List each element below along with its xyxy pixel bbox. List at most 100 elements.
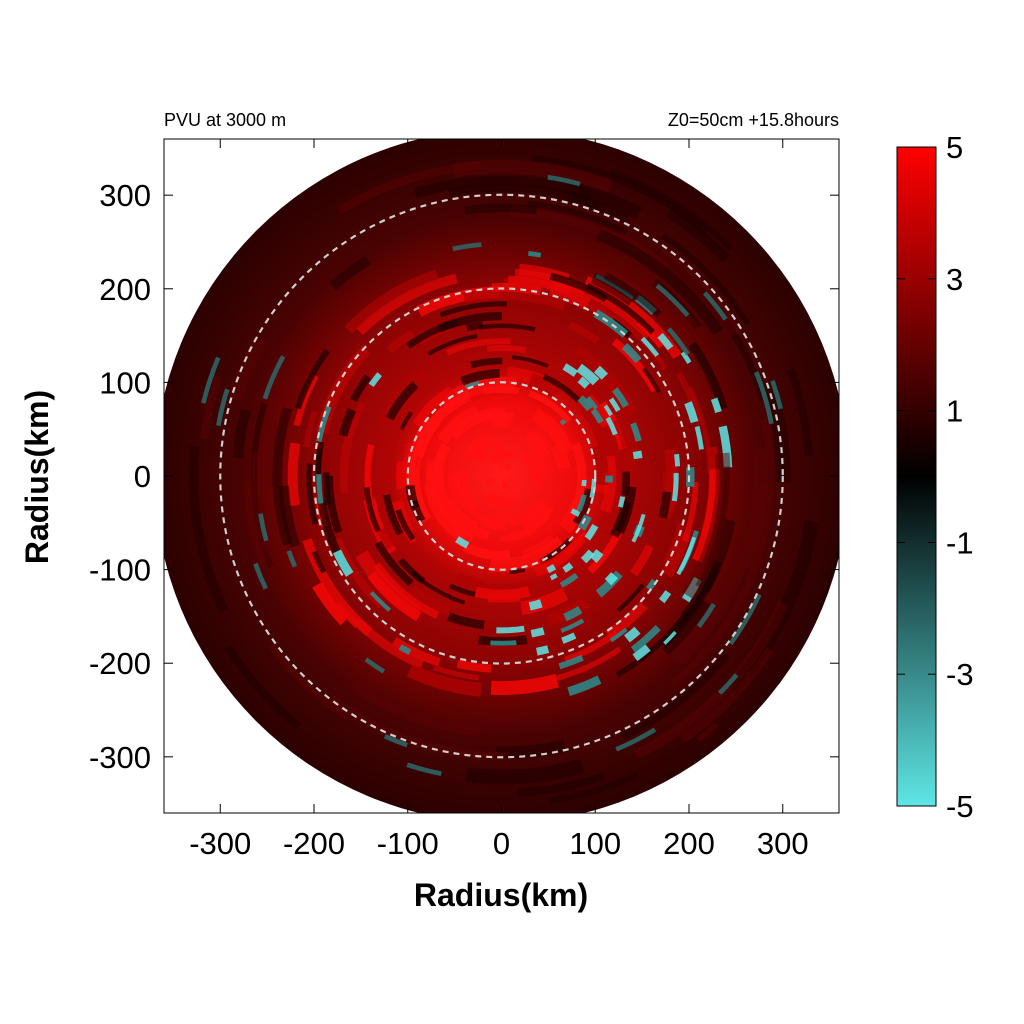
field-patch: [521, 446, 545, 483]
field-patch: [448, 407, 505, 440]
field-patch: [562, 363, 579, 377]
field-patch: [658, 590, 672, 604]
field-patch: [586, 283, 656, 335]
field-patch: [496, 625, 525, 634]
field-patch: [312, 581, 349, 626]
field-patch: [676, 536, 697, 576]
field-patch: [591, 443, 609, 486]
colorbar-tick-label: 3: [946, 262, 963, 297]
y-axis-title: Radius(km): [19, 390, 55, 564]
field-patch: [504, 463, 513, 472]
y-axis: 300 200 100 0 -100 -200 -300: [89, 178, 839, 775]
field-patch: [265, 422, 285, 488]
field-patch: [818, 405, 839, 611]
field-patch: [681, 518, 736, 621]
colorbar-tick-label: -3: [946, 657, 974, 692]
field-patch: [435, 470, 454, 514]
field-patch: [535, 453, 550, 475]
field-patch: [406, 664, 482, 697]
field-patch: [490, 640, 517, 646]
field-patch: [567, 193, 630, 223]
field-patch: [507, 477, 516, 485]
field-patch: [642, 367, 661, 394]
x-axis: -300 -200 -100 0 100 200 300: [189, 139, 809, 861]
field-patch: [604, 572, 619, 586]
field-patch: [502, 483, 507, 491]
field-patch: [520, 587, 569, 615]
colorbar-tick-label: -5: [946, 789, 974, 824]
x-tick-label: 100: [569, 826, 621, 861]
field-patch: [200, 374, 223, 439]
field-patch: [251, 452, 274, 552]
field-patch: [527, 200, 628, 237]
field-patch: [369, 591, 392, 612]
reference-circles: [219, 193, 784, 759]
field-patch: [267, 642, 349, 720]
field-patch: [612, 417, 637, 474]
field-patch: [749, 417, 775, 572]
field-patch: [287, 442, 301, 507]
field-patch: [368, 372, 383, 388]
field-patch: [661, 233, 751, 326]
field-patch: [364, 487, 381, 533]
field-patch: [605, 416, 618, 436]
reference-circle: [312, 287, 691, 665]
field-patch: [666, 207, 731, 263]
field-patch: [572, 488, 594, 526]
field-patch: [293, 374, 319, 427]
field-patch: [356, 273, 458, 336]
field-patch: [395, 509, 416, 542]
field-patch: [470, 525, 490, 541]
field-patch: [655, 246, 742, 337]
field-patch: [666, 327, 691, 356]
field-patch: [645, 578, 658, 591]
field-patch: [278, 485, 301, 549]
field-patch: [253, 562, 268, 590]
field-patch: [489, 509, 518, 524]
field-patch: [559, 572, 579, 588]
field-patch: [548, 283, 591, 311]
field-patch: [609, 169, 734, 252]
field-patch: [386, 329, 416, 354]
field-patch: [491, 283, 542, 296]
x-tick-label: -100: [377, 826, 439, 861]
field-patch: [560, 618, 585, 633]
field-patch: [530, 155, 710, 236]
y-tick-label: 300: [99, 178, 151, 213]
field-patch: [680, 351, 692, 364]
field-patch: [350, 374, 372, 403]
field-patch: [464, 380, 480, 389]
field-patch: [484, 491, 505, 506]
field-patch: [562, 562, 574, 573]
field-patch: [621, 342, 642, 364]
field-patch: [398, 557, 426, 585]
field-patch: [632, 644, 651, 662]
field-patch: [411, 469, 430, 520]
y-tick-label: -200: [89, 646, 151, 681]
field-patch: [437, 311, 503, 333]
field-patch: [224, 644, 302, 730]
field-patch: [688, 341, 728, 410]
colorbar: 5 3 1 -1 -3 -5: [896, 130, 974, 824]
field-patch: [577, 376, 590, 389]
x-tick-label: 200: [663, 826, 715, 861]
field-patch: [464, 497, 480, 512]
field-patch: [364, 657, 386, 674]
field-patch: [546, 564, 557, 574]
field-patch: [412, 386, 454, 427]
field-patch: [344, 269, 439, 334]
field-patch: [201, 356, 221, 404]
field-patch: [630, 625, 661, 653]
field-patch: [605, 253, 705, 342]
field-patch: [464, 203, 538, 215]
field-patch: [528, 599, 543, 611]
field-patch: [438, 376, 517, 412]
field-patch: [621, 652, 730, 741]
field-patch: [409, 585, 452, 615]
field-patch: [550, 646, 622, 683]
field-patch: [549, 573, 558, 581]
field-patch: [547, 174, 581, 187]
x-tick-label: 0: [493, 826, 510, 861]
field-patch: [531, 408, 574, 455]
x-axis-title: Radius(km): [414, 877, 588, 913]
